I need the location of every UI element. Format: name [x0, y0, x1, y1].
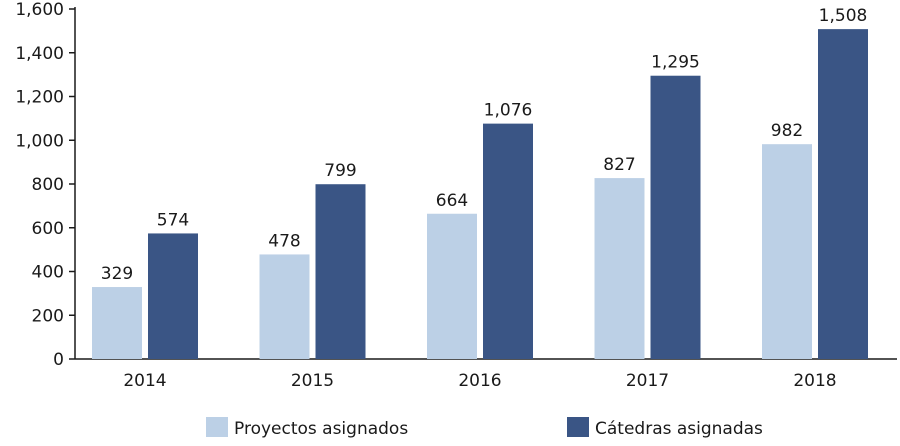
bar [818, 29, 868, 359]
legend: Proyectos asignados Cátedras asignadas [206, 417, 763, 439]
legend-swatch [567, 417, 589, 437]
legend-label: Proyectos asignados [234, 419, 408, 439]
data-label: 329 [101, 264, 133, 284]
legend-swatch [206, 417, 228, 437]
y-tick-label: 1,400 [15, 44, 64, 64]
x-tick-label: 2016 [458, 371, 501, 391]
x-tick-label: 2015 [291, 371, 334, 391]
data-label: 827 [603, 155, 635, 175]
bar [650, 75, 701, 359]
data-label: 664 [436, 191, 468, 211]
y-tick-label: 0 [53, 350, 64, 370]
data-label: 574 [157, 210, 189, 230]
y-tick-label: 400 [32, 263, 64, 283]
y-axis: 0 200 400 600 800 1,000 1,200 1,400 1,600 [15, 0, 76, 370]
bar [259, 254, 310, 359]
data-label: 1,076 [484, 101, 533, 121]
bar [762, 144, 812, 359]
bars [92, 29, 868, 359]
data-label: 1,295 [651, 53, 700, 73]
legend-label: Cátedras asignadas [595, 419, 763, 439]
y-tick-label: 1,000 [15, 131, 64, 151]
x-tick-label: 2017 [626, 371, 669, 391]
data-label: 799 [324, 161, 356, 181]
y-tick-label: 1,200 [15, 88, 64, 108]
bar [92, 287, 142, 359]
bar [315, 184, 366, 359]
data-labels: 329 478 664 827 982 574 799 1,076 1,295 1,508 [101, 6, 868, 284]
data-label: 982 [771, 121, 803, 141]
y-tick-label: 600 [32, 219, 64, 239]
bar [427, 213, 477, 359]
bar [148, 233, 198, 359]
bar [483, 123, 533, 359]
bar [594, 178, 645, 359]
x-tick-label: 2014 [123, 371, 166, 391]
y-tick-label: 1,600 [15, 0, 64, 20]
y-tick-label: 800 [32, 175, 64, 195]
x-axis: 2014 2015 2016 2017 2018 [75, 358, 897, 391]
data-label: 1,508 [819, 6, 868, 26]
y-tick-label: 200 [32, 306, 64, 326]
data-label: 478 [268, 231, 300, 251]
x-tick-label: 2018 [793, 371, 836, 391]
